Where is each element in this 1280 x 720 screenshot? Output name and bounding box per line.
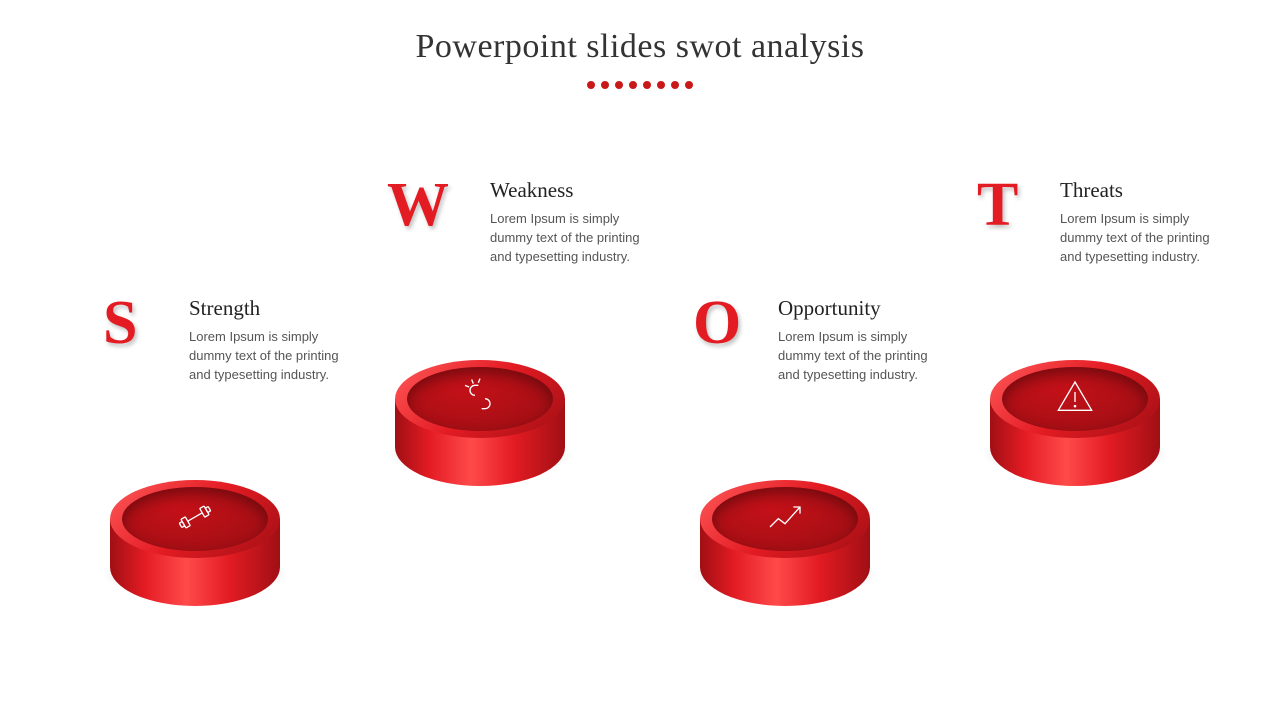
warning-icon (990, 377, 1160, 422)
swot-letter-threats: T (977, 170, 1018, 241)
title-dot (657, 81, 665, 89)
title-dot (629, 81, 637, 89)
title-dots (0, 76, 1280, 94)
broken-link-icon (395, 377, 565, 422)
title-dot (643, 81, 651, 89)
swot-letter-strength: S (103, 288, 137, 359)
swot-body-strength: Lorem Ipsum is simply dummy text of the … (189, 328, 354, 385)
title-dot (587, 81, 595, 89)
title-dot (685, 81, 693, 89)
swot-heading-strength: Strength (189, 296, 260, 321)
swot-heading-weakness: Weakness (490, 178, 573, 203)
swot-heading-opportunity: Opportunity (778, 296, 881, 321)
swot-body-opportunity: Lorem Ipsum is simply dummy text of the … (778, 328, 943, 385)
dumbbell-icon (110, 497, 280, 542)
swot-heading-threats: Threats (1060, 178, 1123, 203)
title-dot (601, 81, 609, 89)
swot-body-weakness: Lorem Ipsum is simply dummy text of the … (490, 210, 655, 267)
slide-title: Powerpoint slides swot analysis (0, 0, 1280, 66)
trend-up-icon (700, 497, 870, 542)
title-dot (615, 81, 623, 89)
swot-body-threats: Lorem Ipsum is simply dummy text of the … (1060, 210, 1225, 267)
title-dot (671, 81, 679, 89)
swot-letter-opportunity: O (693, 288, 741, 359)
swot-letter-weakness: W (387, 170, 449, 241)
